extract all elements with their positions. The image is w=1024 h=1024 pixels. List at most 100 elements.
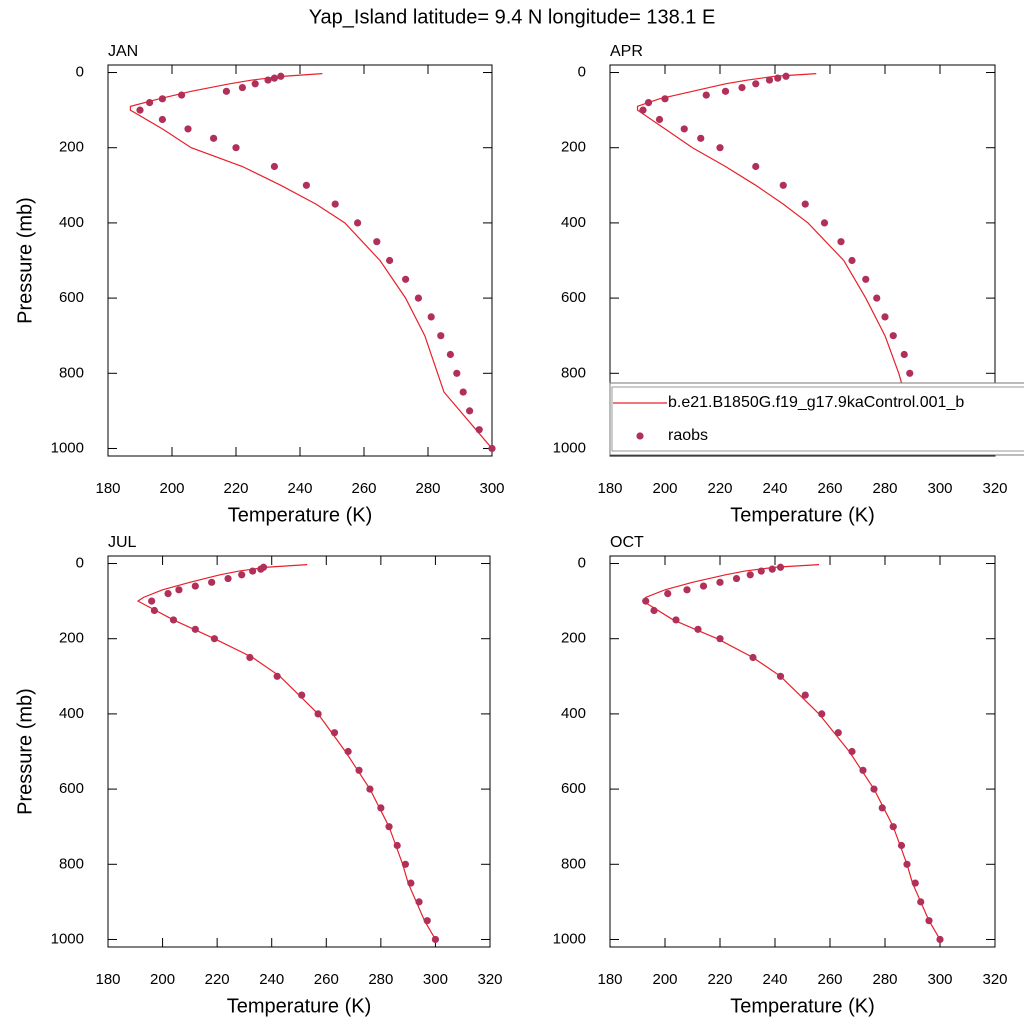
data-point	[732, 574, 741, 583]
data-point	[423, 917, 431, 925]
x-axis-title: Temperature (K)	[227, 995, 372, 1017]
data-point	[136, 106, 144, 114]
y-tick-label: 1000	[553, 930, 586, 947]
data-point	[158, 95, 166, 103]
x-tick-label: 280	[415, 480, 440, 497]
data-point	[834, 729, 842, 737]
data-point	[925, 917, 933, 925]
data-point	[765, 76, 774, 84]
x-tick-label: 300	[927, 480, 952, 497]
data-point	[164, 589, 172, 598]
x-tick-label: 240	[287, 480, 312, 497]
data-point	[427, 313, 435, 321]
data-point	[249, 567, 257, 575]
data-point	[818, 710, 826, 718]
data-point	[738, 83, 746, 92]
panel: JUL 180 200 220 240 260 280 300 320 0 200 400 600 800…	[14, 534, 502, 1017]
data-point	[238, 571, 246, 579]
x-tick-label: 320	[477, 971, 502, 988]
data-point	[694, 625, 702, 633]
data-point	[889, 332, 897, 340]
x-tick-label: 240	[762, 971, 787, 988]
data-point	[680, 125, 688, 133]
panel-title: JAN	[108, 43, 138, 60]
data-point	[414, 294, 422, 302]
data-point	[331, 200, 339, 208]
data-point	[881, 313, 889, 321]
x-tick-label: 240	[762, 480, 787, 497]
data-point	[314, 710, 322, 718]
data-point	[683, 586, 691, 594]
data-point	[782, 72, 790, 80]
data-point	[664, 589, 672, 598]
data-point	[246, 653, 254, 662]
data-line	[642, 564, 941, 940]
x-tick-label: 300	[423, 971, 448, 988]
x-tick-label: 280	[872, 971, 897, 988]
y-tick-label: 400	[561, 705, 586, 722]
data-point	[906, 369, 914, 377]
x-tick-label: 200	[150, 971, 175, 988]
data-point	[386, 256, 394, 265]
data-point	[716, 578, 724, 586]
data-point	[801, 691, 809, 699]
y-tick-label: 600	[561, 289, 586, 306]
data-point	[158, 115, 166, 124]
data-point	[354, 219, 362, 227]
y-axis-title: Pressure (mb)	[14, 197, 36, 324]
data-point	[385, 823, 393, 831]
y-tick-label: 600	[59, 289, 84, 306]
data-point	[208, 578, 216, 586]
data-point	[377, 804, 385, 812]
x-tick-label: 300	[479, 480, 504, 497]
data-point	[878, 804, 886, 812]
y-tick-label: 0	[578, 554, 586, 571]
data-point	[148, 597, 156, 605]
data-line	[136, 564, 436, 940]
y-tick-label: 1000	[553, 439, 586, 456]
data-point	[757, 567, 765, 575]
data-point	[661, 95, 669, 103]
legend-label: raobs	[668, 427, 708, 444]
data-point	[222, 87, 230, 95]
y-tick-label: 200	[561, 630, 586, 647]
x-tick-label: 200	[652, 480, 677, 497]
data-point	[870, 785, 878, 793]
x-tick-label: 280	[368, 971, 393, 988]
data-point	[774, 74, 782, 82]
y-tick-label: 400	[59, 214, 84, 231]
data-point	[407, 879, 415, 887]
data-point	[873, 294, 881, 302]
x-tick-label: 200	[652, 971, 677, 988]
y-tick-label: 200	[561, 139, 586, 156]
data-point	[752, 162, 760, 171]
data-point	[488, 444, 496, 453]
data-point	[232, 144, 240, 152]
plot-frame	[609, 64, 996, 457]
data-point	[264, 76, 272, 84]
y-tick-label: 800	[561, 855, 586, 872]
data-point	[911, 879, 919, 887]
data-point	[393, 841, 401, 850]
data-point	[298, 691, 306, 699]
y-tick-label: 0	[76, 63, 84, 80]
data-point	[277, 72, 285, 80]
panel: APR 180 200 220 240 260 280 300 320 0 200 400 600 800…	[553, 43, 1008, 526]
legend-box-inner	[611, 386, 1024, 452]
data-point	[820, 219, 829, 227]
data-point	[699, 582, 708, 590]
data-point	[848, 747, 856, 756]
y-tick-label: 0	[76, 554, 84, 571]
data-point	[655, 115, 664, 124]
data-point	[224, 574, 232, 583]
data-point	[639, 106, 647, 114]
legend-marker	[636, 432, 644, 440]
page-title: Yap_Island latitude= 9.4 N longitude= 13…	[309, 6, 716, 28]
x-axis-title: Temperature (K)	[730, 995, 875, 1017]
y-tick-label: 600	[561, 780, 586, 797]
x-tick-label: 180	[597, 971, 622, 988]
x-tick-label: 320	[982, 971, 1007, 988]
data-point	[178, 91, 186, 99]
data-point	[146, 98, 154, 107]
data-line	[129, 73, 493, 449]
